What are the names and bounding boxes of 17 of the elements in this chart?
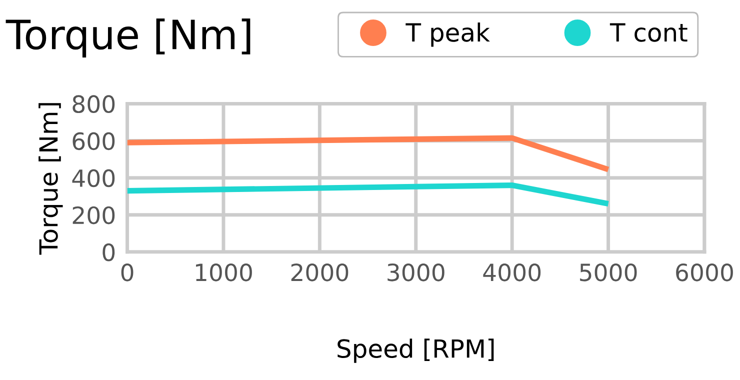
legend-label: T peak xyxy=(406,22,490,47)
y-tick-label: 400 xyxy=(72,169,115,188)
x-tick-label: 4000 xyxy=(483,263,541,282)
y-tick-label: 0 xyxy=(102,243,115,262)
x-tick-label: 6000 xyxy=(676,263,733,282)
y-tick-label: 800 xyxy=(72,95,115,114)
x-tick-label: 2000 xyxy=(291,263,348,282)
x-tick-label: 5000 xyxy=(580,263,637,282)
y-axis-title: Torque [Nm] xyxy=(38,103,63,255)
y-tick-label: 200 xyxy=(72,206,115,224)
x-axis-title: Speed [RPM] xyxy=(338,338,494,363)
x-tick-label: 3000 xyxy=(388,263,444,282)
y-tick-label: 600 xyxy=(72,132,115,150)
x-tick-label: 1000 xyxy=(196,263,252,282)
chart-title: Torque [Nm] xyxy=(6,18,250,58)
x-tick-label: 0 xyxy=(121,263,134,282)
legend-label: T cont xyxy=(610,23,688,42)
